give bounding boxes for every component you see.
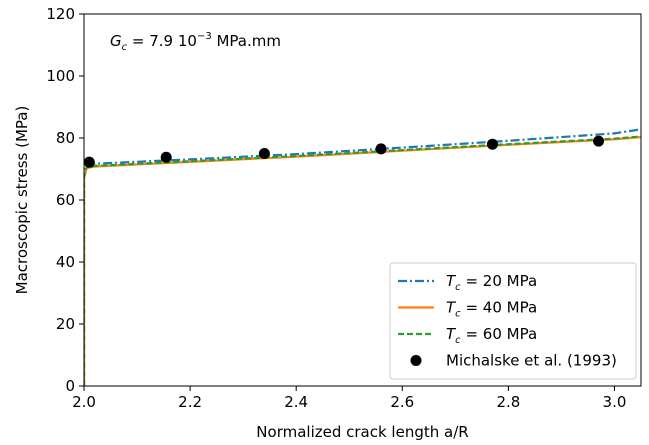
legend-item-0: Tc = 20 MPa (398, 272, 537, 293)
data-point (160, 151, 172, 163)
series-line-2 (84, 135, 641, 386)
ticks-layer: 2.0 2.2 2.4 2.6 2.8 3.0 0 20 40 60 80 100 120 (46, 5, 626, 411)
data-point (593, 135, 605, 147)
annotation-symbol: G (110, 32, 122, 50)
y-tick-label: 20 (56, 315, 75, 333)
legend-label: Michalske et al. (1993) (446, 352, 617, 370)
legend: Tc = 20 MPa Tc = 40 MPa Tc = 60 MPa Michals… (389, 262, 637, 380)
annotation-exponent: −3 (197, 31, 212, 42)
data-point (258, 148, 270, 159)
data-point (83, 156, 95, 168)
x-tick-label: 2.4 (284, 393, 308, 411)
x-tick-label: 2.6 (390, 393, 414, 411)
y-tick-label: 100 (46, 67, 75, 85)
x-tick-label: 2.8 (496, 393, 520, 411)
y-tick-label: 0 (65, 377, 75, 395)
y-tick-label: 120 (46, 5, 75, 23)
y-tick-label: 60 (56, 191, 75, 209)
series-layer (84, 128, 641, 386)
x-tick-label: 3.0 (603, 393, 627, 411)
legend-item-3: Michalske et al. (1993) (410, 352, 617, 370)
x-tick-label: 2.2 (178, 393, 202, 411)
x-axis-label: Normalized crack length a/R (256, 423, 468, 441)
data-point (486, 138, 498, 150)
legend-box (389, 262, 637, 380)
gc-annotation: Gc = 7.9 10−3 MPa.mm (110, 31, 281, 53)
annotation-text: = 7.9 10 (127, 32, 197, 50)
x-tick-label: 2.0 (72, 393, 96, 411)
legend-label: Tc = 40 MPa (446, 299, 537, 320)
legend-item-2: Tc = 60 MPa (398, 325, 537, 346)
legend-marker (410, 355, 422, 366)
y-tick-label: 40 (56, 253, 75, 271)
legend-item-1: Tc = 40 MPa (398, 299, 537, 320)
y-tick-label: 80 (56, 129, 75, 147)
legend-label: Tc = 60 MPa (446, 325, 537, 346)
data-point (375, 143, 387, 155)
y-axis-label: Macroscopic stress (MPa) (13, 106, 31, 295)
legend-label: Tc = 20 MPa (446, 272, 537, 293)
annotation-subscript: c (122, 42, 128, 53)
annotation-unit: MPa.mm (212, 32, 281, 50)
